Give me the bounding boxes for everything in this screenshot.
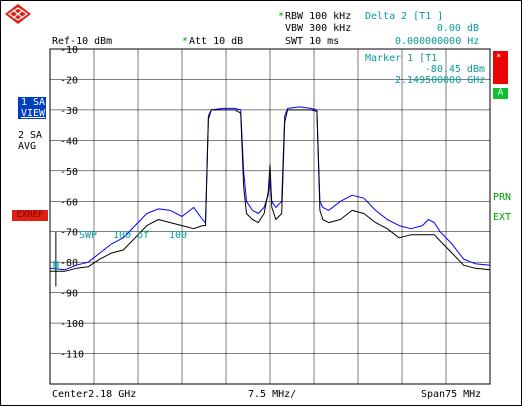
trace-2-avg	[50, 109, 491, 272]
delta-title: Delta 2 [T1 ]	[365, 11, 444, 22]
att-star: *	[182, 36, 189, 47]
y-tick-label: -60	[60, 197, 78, 208]
ext-indicator: EXT	[493, 212, 512, 223]
delta-db: 0.00 dB	[436, 23, 479, 34]
ref-level-label: Ref-10 dBm	[52, 36, 113, 47]
y-tick-label: -100	[60, 319, 84, 330]
trace2-detector: AVG	[18, 141, 37, 152]
trace1-detector: VIEW	[21, 108, 46, 119]
vbw-label: VBW 300 kHz	[285, 23, 352, 34]
span-label: Span75 MHz	[421, 389, 482, 400]
trace2-mode: 2 SA	[18, 130, 43, 141]
y-tick-label: -50	[60, 167, 78, 178]
sweep-count: 100 of	[113, 230, 150, 241]
y-tick-label: -30	[60, 106, 78, 117]
sweep-total: 100	[169, 230, 188, 241]
rbw-star: *	[278, 11, 285, 22]
rohde-schwarz-logo	[5, 4, 31, 24]
marker-frequency: 2.149500000 GHz	[395, 75, 486, 86]
sweep-label: SWP	[79, 230, 98, 241]
center-frequency-label: Center2.18 GHz	[52, 389, 137, 400]
y-tick-label: -40	[60, 136, 78, 147]
marker-status-block	[493, 51, 508, 84]
division-label: 7.5 MHz/	[248, 389, 297, 400]
swt-label: SWT 10 ms	[285, 36, 340, 47]
prn-indicator: PRN	[493, 192, 512, 203]
marker-status-star: *	[496, 53, 502, 63]
marker-1-symbol	[52, 261, 59, 270]
trace1-indicator[interactable]: 1 SA VIEW	[18, 97, 46, 119]
attenuation-label: Att 10 dB	[189, 36, 244, 47]
delta-hz: 0.000000000 Hz	[395, 36, 480, 47]
rbw-label: RBW 100 kHz	[285, 11, 352, 22]
y-tick-label: -90	[60, 289, 78, 300]
y-tick-label: -110	[60, 350, 84, 361]
y-tick-label: -80	[60, 258, 78, 269]
trace2-indicator[interactable]: 2 SA AVG	[18, 130, 48, 152]
marker-level: -80.45 dBm	[424, 64, 485, 75]
marker-title: Marker 1 [T1	[365, 53, 438, 64]
y-tick-label: -70	[60, 228, 78, 239]
y-tick-label: -10	[60, 45, 78, 56]
exref-indicator: EXREF	[12, 210, 48, 221]
y-tick-label: -20	[60, 75, 78, 86]
trace-1-view	[49, 106, 491, 271]
trace1-mode: 1 SA	[21, 97, 46, 108]
trace-a-indicator[interactable]: A	[493, 88, 508, 99]
